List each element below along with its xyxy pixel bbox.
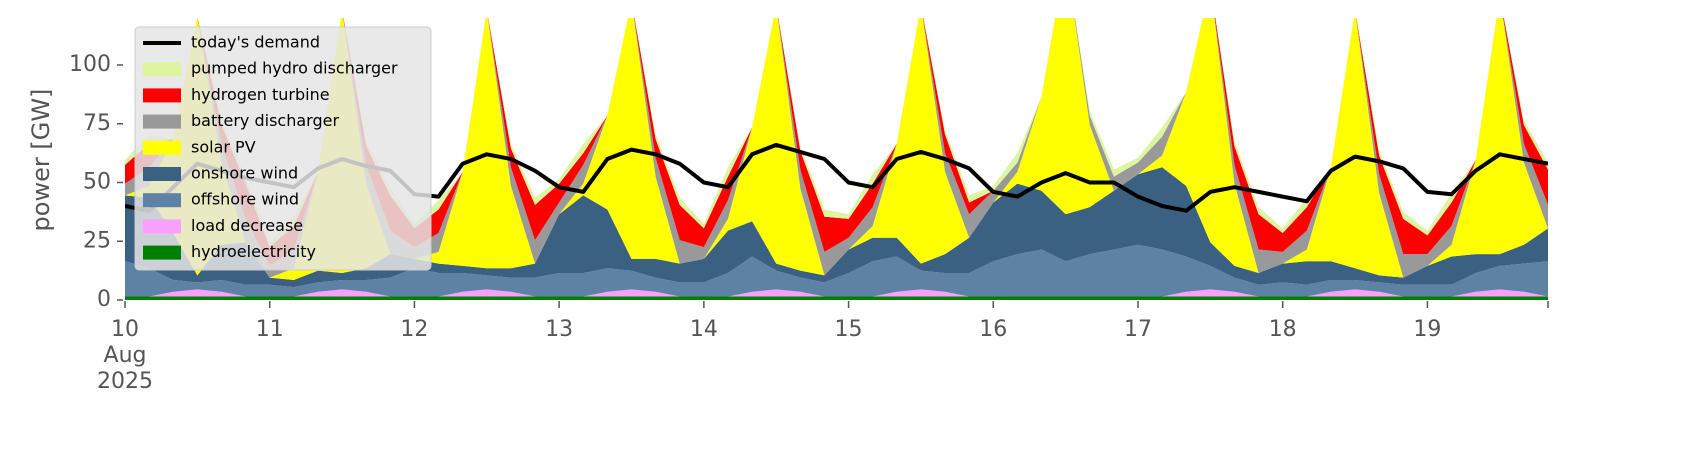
x-tick-label: 11: [256, 317, 284, 342]
legend-label: offshore wind: [191, 190, 299, 209]
legend-box: [134, 26, 432, 271]
legend-patch: [143, 88, 181, 103]
legend-patch: [143, 193, 181, 208]
legend-label: hydroelectricity: [191, 242, 316, 261]
x-tick-label: 14: [690, 317, 718, 342]
y-tick-label: 100: [69, 52, 111, 77]
legend-patch: [143, 219, 181, 234]
x-tick-label: 16: [979, 317, 1007, 342]
legend-label: load decrease: [191, 216, 303, 235]
axes: 0 25 50 75 100 10 Aug 2025 11 12 13 14 15 16 17 18 19: [69, 52, 1549, 394]
y-tick-label: 75: [83, 111, 111, 136]
legend-label: hydrogen turbine: [191, 85, 330, 104]
legend: today's demand pumped hydro discharger hyd…: [134, 26, 432, 271]
legend-label: today's demand: [191, 33, 320, 52]
y-tick-label: 25: [83, 228, 111, 253]
area: [125, 289, 1548, 297]
x-tick-label: 10 Aug 2025: [97, 317, 153, 394]
x-tick-label: 13: [545, 317, 573, 342]
legend-label: onshore wind: [191, 164, 298, 183]
y-axis-label: power [GW]: [27, 89, 55, 232]
legend-label: battery discharger: [191, 111, 339, 130]
area: [125, 18, 1548, 281]
area: [125, 244, 1548, 297]
x-tick-label: 17: [1124, 317, 1152, 342]
x-tick-label: 15: [835, 317, 863, 342]
x-tick-label: 18: [1269, 317, 1297, 342]
legend-patch: [143, 245, 181, 260]
x-tick-label: 12: [400, 317, 428, 342]
legend-label: pumped hydro discharger: [191, 59, 398, 78]
area: [125, 296, 1548, 300]
legend-label: solar PV: [191, 137, 256, 156]
legend-patch: [143, 114, 181, 129]
x-tick-label: 19: [1413, 317, 1441, 342]
legend-patch: [143, 140, 181, 155]
legend-patch: [143, 167, 181, 181]
y-tick-label: 0: [97, 287, 111, 312]
area: [125, 167, 1548, 288]
legend-patch: [143, 62, 181, 77]
y-tick-label: 50: [83, 170, 111, 195]
